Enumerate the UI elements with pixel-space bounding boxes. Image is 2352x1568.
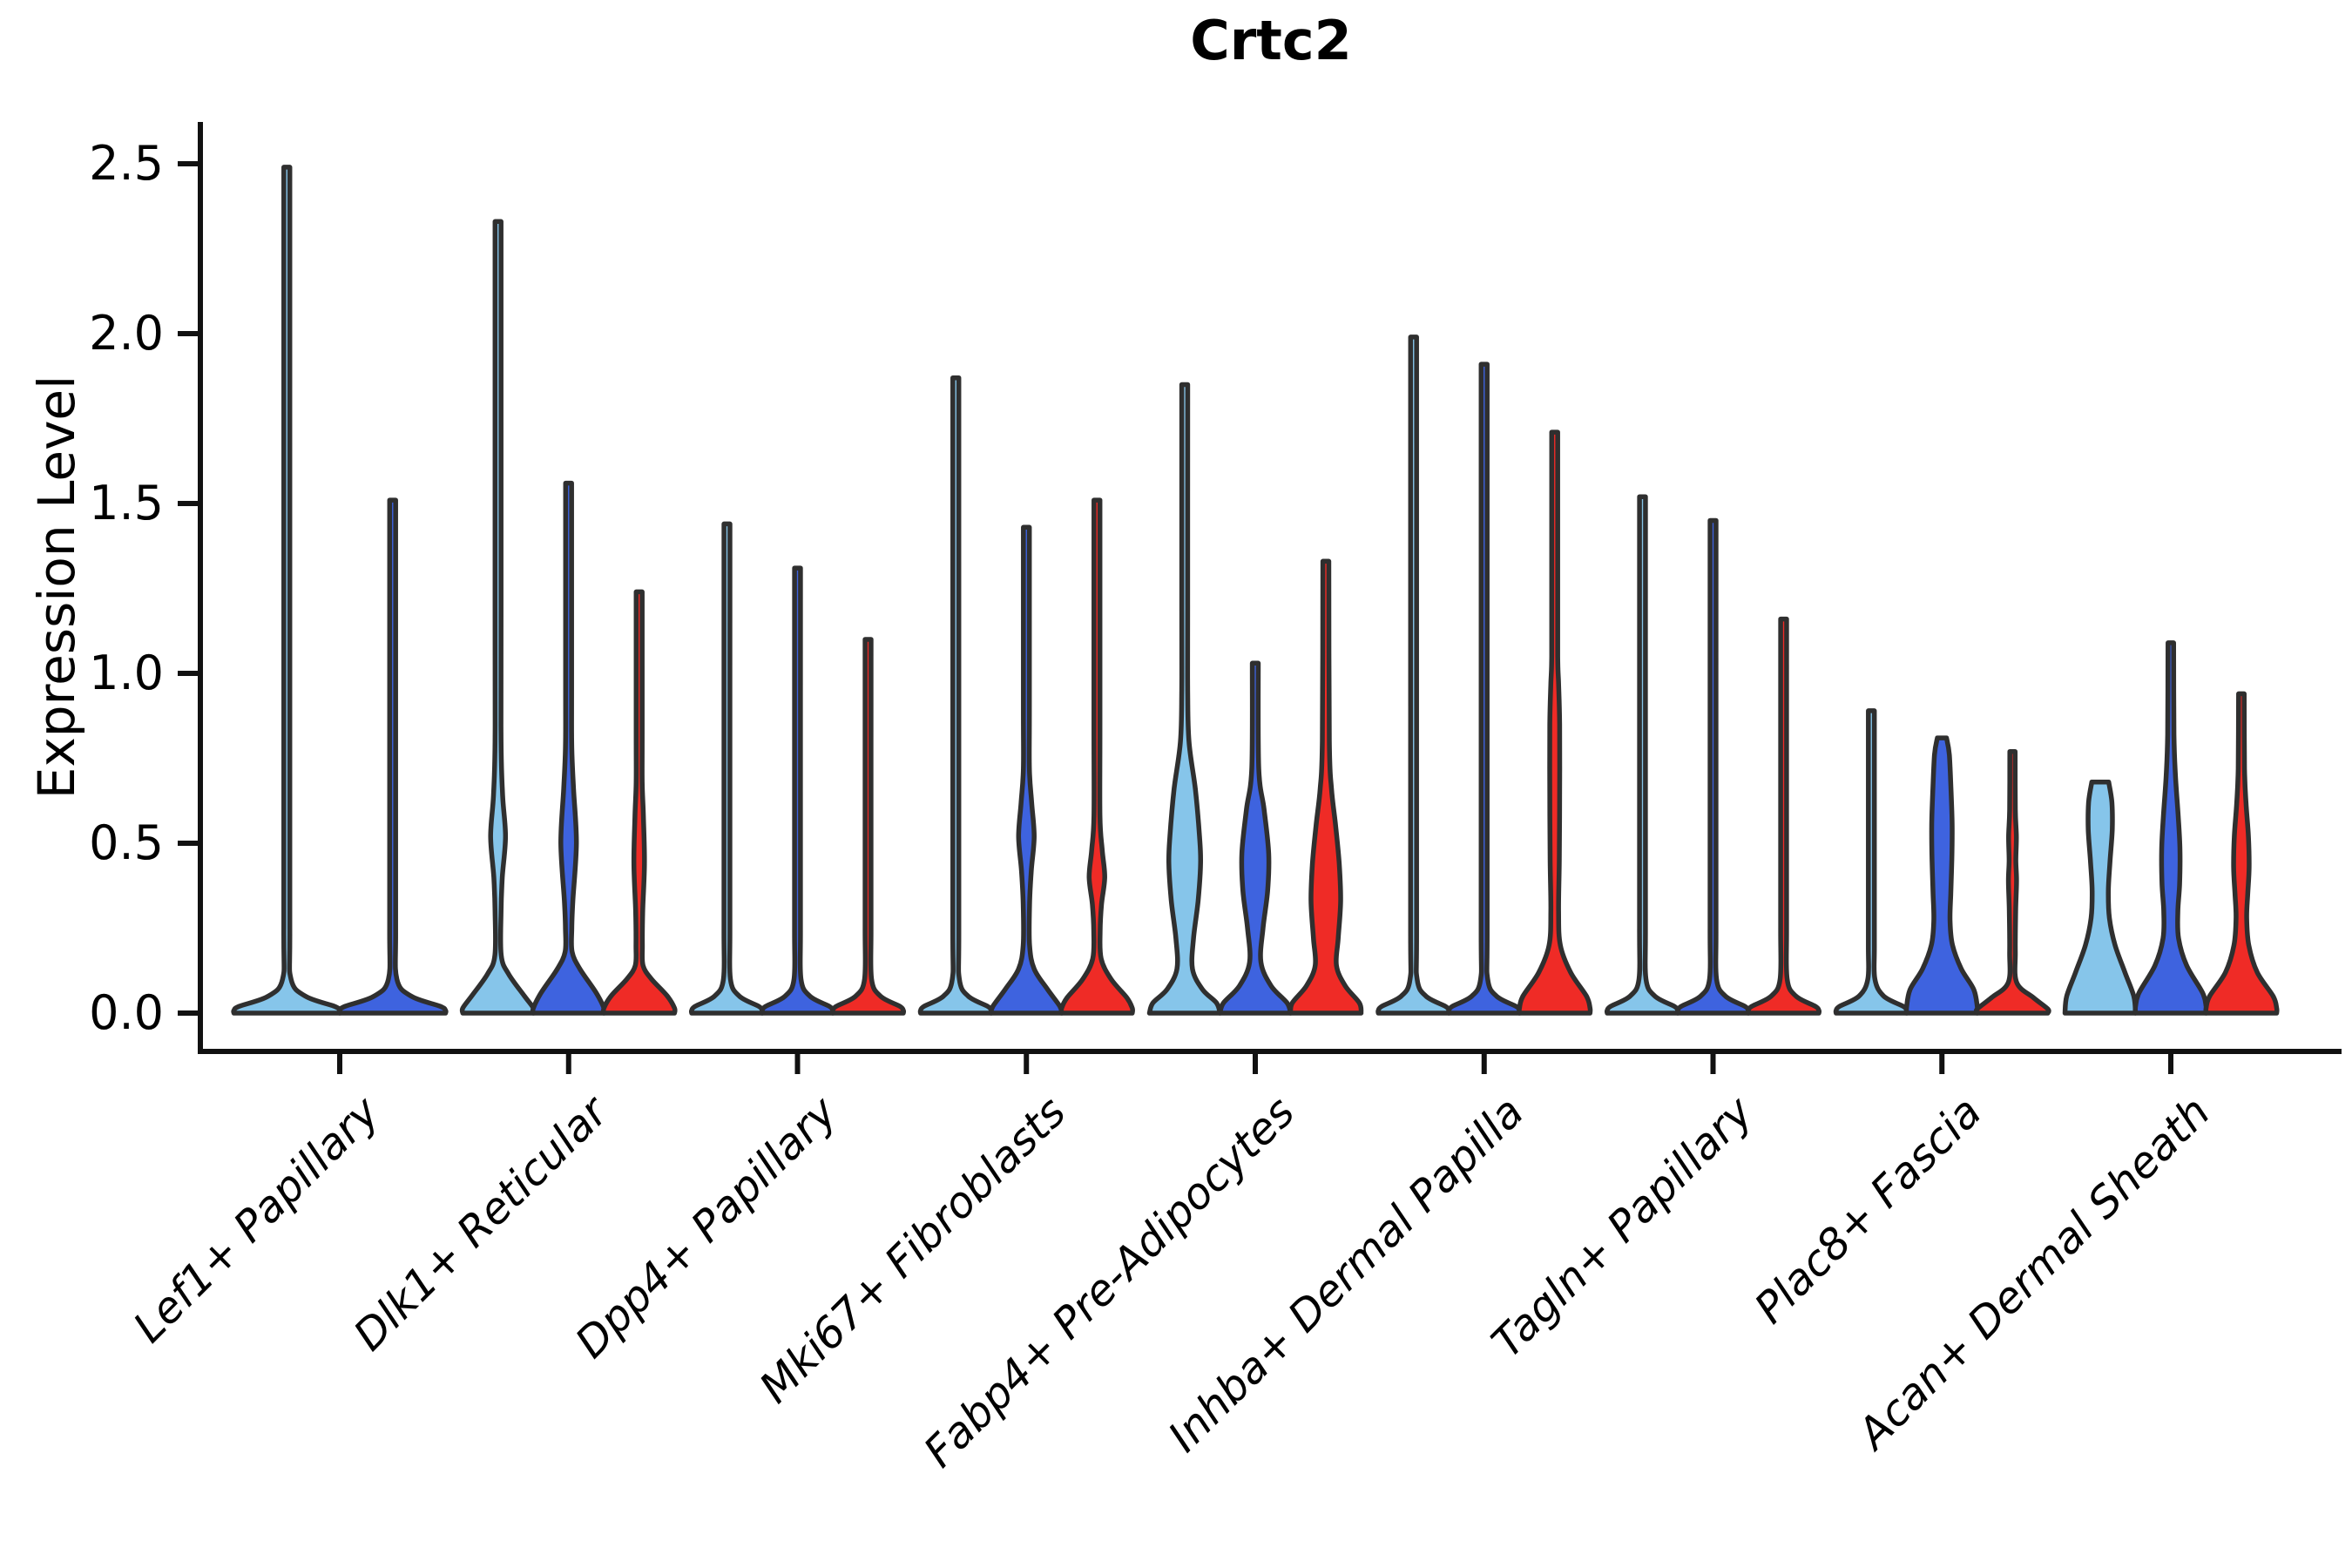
- y-tick-label: 0.5: [89, 815, 164, 870]
- violin-fabp4-pre-adipocytes-sample-2: [1217, 660, 1294, 1016]
- violin-plac8-fascia-sample-3: [1973, 748, 2051, 1016]
- violin-dlk1-reticular-sample-2: [530, 480, 607, 1016]
- violin-acan-dermal-sheath-sample-1: [2062, 780, 2139, 1016]
- violin-dlk1-reticular-sample-1: [459, 219, 537, 1016]
- violin-inhba-dermal-papilla-sample-1: [1375, 335, 1452, 1016]
- y-tick-label: 2.0: [89, 306, 164, 361]
- violin-dpp4-papillary-sample-2: [759, 565, 836, 1016]
- chart-title: Crtc2: [1190, 9, 1352, 72]
- violin-acan-dermal-sheath-sample-3: [2203, 691, 2280, 1016]
- violin-fabp4-pre-adipocytes-sample-3: [1288, 558, 1364, 1016]
- violin-inhba-dermal-papilla-sample-2: [1446, 362, 1523, 1016]
- violin-dlk1-reticular-sample-3: [600, 589, 678, 1016]
- violin-tagln-papillary-sample-2: [1674, 517, 1752, 1016]
- violin-lef1-papillary-sample-1: [231, 165, 343, 1016]
- violin-lef1-papillary-sample-2: [336, 497, 449, 1016]
- violin-dpp4-papillary-sample-1: [688, 521, 766, 1016]
- y-tick-label: 1.5: [89, 476, 164, 531]
- violin-plac8-fascia-sample-1: [1833, 708, 1909, 1016]
- y-tick-label: 2.5: [89, 136, 164, 191]
- violin-fabp4-pre-adipocytes-sample-1: [1146, 382, 1223, 1016]
- y-axis-label-box: Expression Level: [26, 122, 87, 1051]
- violin-plac8-fascia-sample-2: [1903, 735, 1980, 1016]
- violin-inhba-dermal-papilla-sample-3: [1517, 429, 1593, 1016]
- violin-mki67-fibroblasts-sample-2: [989, 524, 1064, 1016]
- violin-tagln-papillary-sample-3: [1745, 616, 1822, 1016]
- y-axis-label: Expression Level: [27, 375, 86, 799]
- violin-mki67-fibroblasts-sample-1: [917, 375, 994, 1016]
- y-tick-label: 0.0: [89, 985, 164, 1040]
- violin-tagln-papillary-sample-1: [1604, 494, 1681, 1016]
- y-tick-label: 1.0: [89, 645, 164, 700]
- violin-mki67-fibroblasts-sample-3: [1058, 497, 1135, 1016]
- violin-dpp4-papillary-sample-3: [829, 637, 907, 1016]
- violin-acan-dermal-sheath-sample-2: [2132, 640, 2209, 1016]
